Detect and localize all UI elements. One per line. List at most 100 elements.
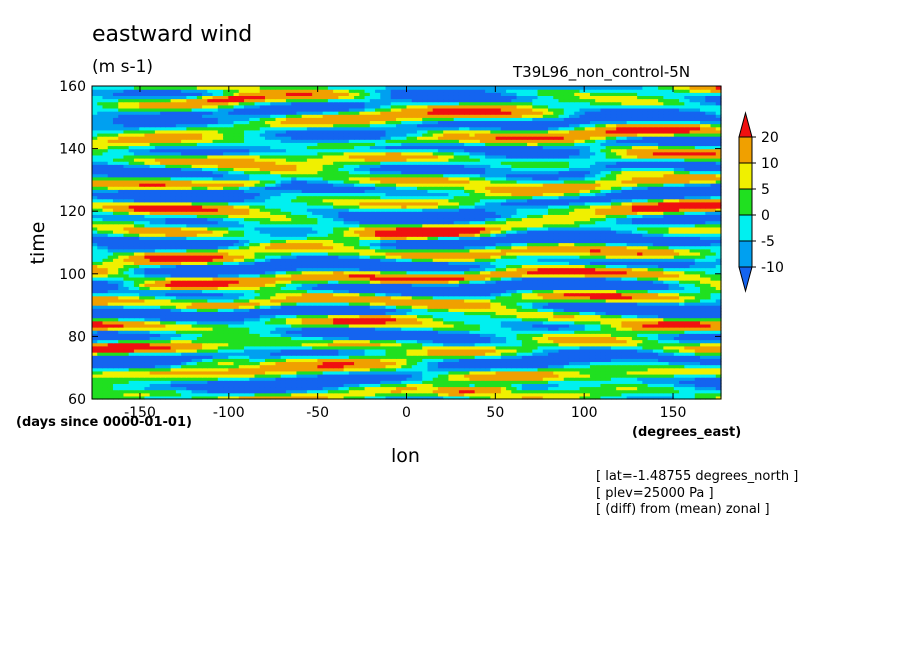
heatmap-cell [610,333,617,337]
heatmap-cell [97,308,104,312]
heatmap-cell [448,317,455,322]
heatmap-cell [396,339,402,344]
heatmap-cell [369,301,376,306]
heatmap-cell [553,333,560,337]
heatmap-cell [327,276,334,281]
heatmap-cell [700,301,706,306]
heatmap-cell [144,373,151,378]
heatmap-cell [401,370,408,375]
heatmap-cell [343,320,350,325]
heatmap-cell [196,342,203,347]
heatmap-cell [170,336,177,341]
heatmap-cell [133,276,140,281]
heatmap-cell [338,289,345,294]
heatmap-cell [427,377,434,381]
heatmap-cell [658,320,664,325]
heatmap-cell [254,317,261,322]
heatmap-cell [102,330,109,334]
heatmap-cell [149,355,156,359]
heatmap-cell [348,389,355,394]
heatmap-cell [621,355,628,359]
heatmap-cell [568,373,575,378]
heatmap-cell [228,345,235,350]
heatmap-cell [207,392,214,397]
heatmap-cell [715,383,722,388]
heatmap-cell [154,301,161,306]
heatmap-cell [306,286,313,291]
heatmap-cell [385,333,392,337]
heatmap-cell [506,345,512,350]
heatmap-cell [322,289,329,294]
heatmap-cell [202,283,208,287]
heatmap-cell [191,345,198,350]
heatmap-cell [254,308,261,312]
heatmap-cell [249,373,256,378]
heatmap-cell [490,276,497,281]
heatmap-cell [202,386,208,391]
heatmap-cell [270,370,277,375]
heatmap-cell [553,380,560,384]
heatmap-cell [710,355,717,359]
heatmap-cell [548,383,554,388]
heatmap-cell [280,395,287,400]
heatmap-cell [705,345,712,350]
heatmap-cell [584,330,591,334]
heatmap-cell [658,330,664,334]
heatmap-cell [217,380,224,384]
heatmap-cell [165,317,172,322]
heatmap-cell [202,286,208,291]
heatmap-cell [312,286,318,291]
heatmap-cell [212,311,219,316]
heatmap-cell [516,301,523,306]
heatmap-cell [553,355,560,359]
heatmap-cell [128,301,135,306]
heatmap-cell [705,320,712,325]
heatmap-cell [291,320,298,325]
heatmap-cell [296,286,303,291]
heatmap-cell [354,311,360,316]
heatmap-cell [642,330,649,334]
heatmap-cell [343,342,350,347]
heatmap-cell [637,395,643,400]
heatmap-cell [369,292,376,297]
heatmap-cell [359,330,366,334]
heatmap-cell [558,289,565,294]
heatmap-cell [495,380,502,384]
heatmap-cell [668,348,675,353]
heatmap-cell [280,327,287,331]
heatmap-cell [626,383,633,388]
heatmap-cell [264,289,271,294]
heatmap-cell [291,333,298,337]
heatmap-cell [495,330,502,334]
heatmap-cell [264,386,271,391]
heatmap-cell [380,280,387,284]
heatmap-cell [118,367,125,372]
heatmap-cell [406,367,413,372]
heatmap-cell [280,311,287,316]
heatmap-cell [626,352,633,356]
heatmap-cell [490,330,497,334]
heatmap-cell [490,283,497,287]
heatmap-cell [479,314,486,319]
heatmap-cell [217,358,224,363]
heatmap-cell [280,276,287,281]
heatmap-cell [175,308,182,312]
heatmap-cell [537,308,544,312]
heatmap-cell [285,358,292,363]
heatmap-cell [616,342,623,347]
heatmap-cell [589,305,596,309]
heatmap-cell [348,323,355,328]
heatmap-cell [490,333,497,337]
heatmap-cell [327,333,334,337]
heatmap-cell [196,367,203,372]
heatmap-cell [574,389,581,394]
heatmap-cell [285,377,292,381]
heatmap-cell [165,283,172,287]
heatmap-cell [422,336,429,341]
heatmap-cell [322,370,329,375]
heatmap-cell [275,314,282,319]
heatmap-cell [458,367,465,372]
heatmap-cell [490,311,497,316]
heatmap-cell [390,301,397,306]
heatmap-cell [700,298,706,303]
